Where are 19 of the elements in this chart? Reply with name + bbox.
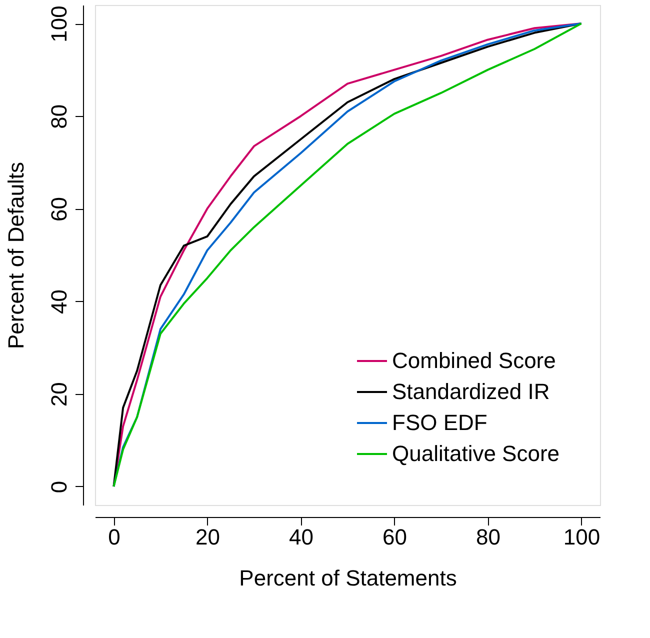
x-tick-label: 40 (289, 524, 314, 550)
y-tick-label: 60 (46, 196, 72, 222)
y-tick-label: 100 (46, 6, 72, 42)
y-axis-title: Percent of Defaults (4, 162, 28, 350)
x-tick-label: 20 (195, 524, 220, 550)
x-tick-label: 60 (382, 524, 407, 550)
x-axis-title: Percent of Statements (239, 566, 457, 590)
x-tick-label: 0 (108, 524, 120, 550)
y-tick-label: 0 (46, 480, 72, 494)
y-tick-label: 20 (46, 382, 72, 407)
x-tick-label: 100 (563, 524, 600, 550)
legend-label: FSO EDF (392, 410, 488, 435)
legend-label: Standardized IR (392, 379, 550, 404)
legend-label: Combined Score (392, 348, 556, 373)
y-tick-label: 80 (46, 104, 72, 129)
line-series (112, 22, 582, 488)
y-tick-label: 40 (46, 290, 72, 314)
legend-label: Qualitative Score (392, 441, 560, 466)
x-tick-label: 80 (476, 524, 501, 550)
